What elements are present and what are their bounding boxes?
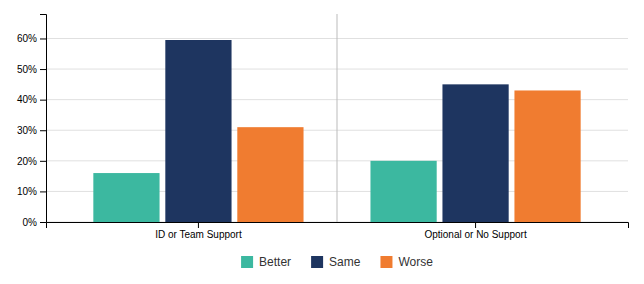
y-tick-mark bbox=[40, 191, 46, 192]
dividers bbox=[337, 14, 338, 222]
legend: Better Same Worse bbox=[241, 255, 433, 269]
x-tick-label: Optional or No Support bbox=[424, 229, 527, 240]
y-tick-label: 60% bbox=[17, 33, 37, 44]
legend-label: Worse bbox=[398, 255, 433, 269]
y-tick: 60% bbox=[17, 33, 46, 44]
y-tick-mark bbox=[40, 69, 46, 70]
legend-swatch bbox=[311, 256, 323, 268]
group-divider bbox=[337, 14, 338, 222]
legend-swatch bbox=[241, 256, 253, 268]
x-tick: ID or Team Support bbox=[155, 222, 242, 240]
bar bbox=[237, 127, 303, 222]
y-tick-mark bbox=[40, 100, 46, 101]
bar bbox=[514, 90, 580, 222]
x-tick-mark bbox=[198, 222, 199, 228]
legend-item: Better bbox=[241, 255, 291, 269]
y-tick-mark bbox=[40, 38, 46, 39]
y-axis: 0% 10% 20% 30% 40% 50% 60% bbox=[17, 15, 47, 228]
x-axis-line bbox=[47, 223, 629, 229]
x-tick-mark bbox=[475, 222, 476, 228]
y-tick: 40% bbox=[17, 94, 46, 105]
legend-item: Same bbox=[311, 255, 361, 269]
legend-swatch bbox=[380, 256, 392, 268]
y-tick-mark bbox=[40, 222, 46, 223]
y-tick-label: 30% bbox=[17, 125, 37, 136]
y-tick: 30% bbox=[17, 125, 46, 136]
y-tick-mark bbox=[40, 161, 46, 162]
x-tick: Optional or No Support bbox=[424, 222, 527, 240]
y-tick-label: 50% bbox=[17, 64, 37, 75]
bar bbox=[165, 40, 231, 222]
y-tick-label: 40% bbox=[17, 94, 37, 105]
y-tick-label: 10% bbox=[17, 186, 37, 197]
legend-label: Same bbox=[329, 255, 361, 269]
y-tick-label: 0% bbox=[23, 217, 38, 228]
bars bbox=[93, 40, 580, 222]
y-tick-mark bbox=[40, 130, 46, 131]
y-axis-line bbox=[40, 15, 47, 223]
y-tick: 20% bbox=[17, 156, 46, 167]
y-tick: 10% bbox=[17, 186, 46, 197]
bar bbox=[93, 173, 159, 222]
y-tick: 0% bbox=[23, 217, 46, 228]
bar bbox=[442, 84, 508, 222]
y-tick-label: 20% bbox=[17, 156, 37, 167]
chart: 0% 10% 20% 30% 40% 50% 60% ID or Team Support Op… bbox=[0, 0, 644, 284]
series bbox=[237, 90, 580, 222]
legend-item: Worse bbox=[380, 255, 433, 269]
legend-label: Better bbox=[259, 255, 291, 269]
bar bbox=[370, 161, 436, 222]
plot: 0% 10% 20% 30% 40% 50% 60% ID or Team Support Op… bbox=[17, 14, 629, 240]
y-tick: 50% bbox=[17, 64, 46, 75]
x-axis: ID or Team Support Optional or No Support bbox=[47, 222, 629, 240]
x-tick-label: ID or Team Support bbox=[155, 229, 242, 240]
series bbox=[165, 40, 508, 222]
